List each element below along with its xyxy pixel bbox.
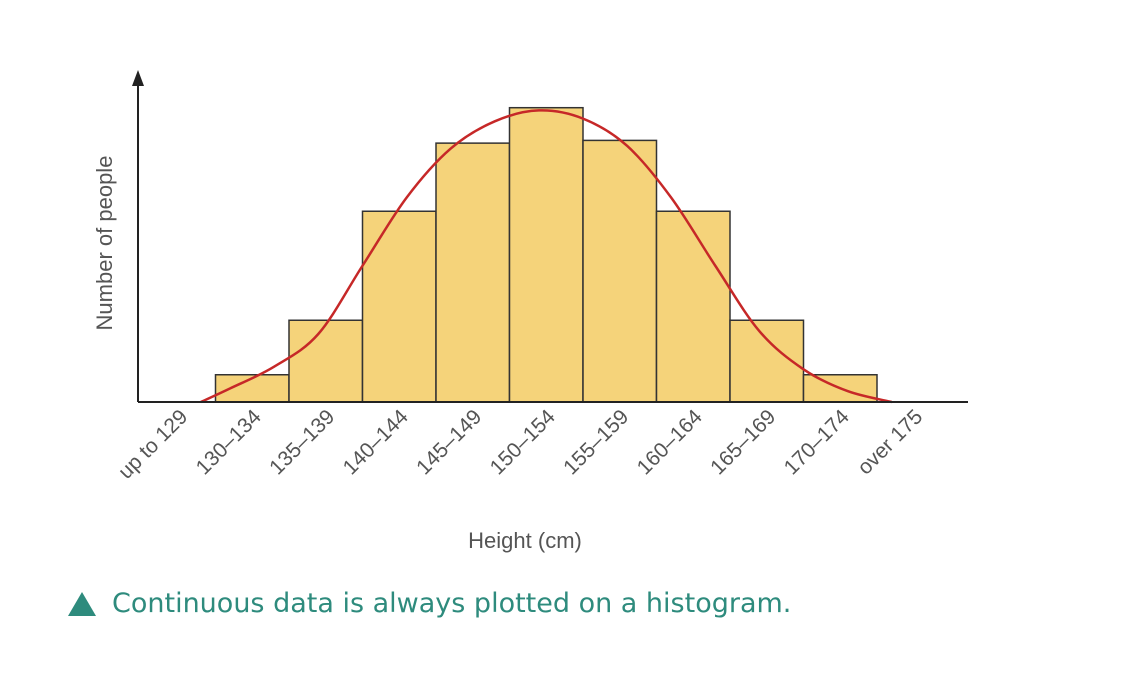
x-axis-title: Height (cm) xyxy=(468,528,582,553)
y-axis-title: Number of people xyxy=(92,156,117,331)
x-tick-label: 170–174 xyxy=(780,405,854,479)
x-tick-label: 160–164 xyxy=(633,405,707,479)
caption: Continuous data is always plotted on a h… xyxy=(68,588,791,619)
x-tick-label: 165–169 xyxy=(706,405,780,479)
bar-2 xyxy=(288,319,364,403)
bar-7 xyxy=(655,210,731,403)
x-tick-label: 130–134 xyxy=(192,405,266,479)
bar-3 xyxy=(361,210,437,403)
x-tick-label: up to 129 xyxy=(114,405,192,483)
caption-text: Continuous data is always plotted on a h… xyxy=(112,588,792,619)
x-tick-label: 135–139 xyxy=(265,405,339,479)
histogram-chart: up to 129 130–134 135–139 140–144 145–149 150… xyxy=(92,70,968,553)
x-tick-label: 150–154 xyxy=(486,405,560,479)
bars-group xyxy=(214,106,878,403)
triangle-icon xyxy=(68,591,96,616)
x-tick-label: 145–149 xyxy=(412,405,486,479)
bar-4 xyxy=(435,142,511,403)
bar-6 xyxy=(582,139,658,403)
x-tick-label: over 175 xyxy=(853,405,927,479)
normal-curve xyxy=(200,109,892,404)
x-tick-label: 155–159 xyxy=(559,405,633,479)
y-axis-arrow-icon xyxy=(132,70,144,86)
x-tick-labels: up to 129 130–134 135–139 140–144 145–149 150… xyxy=(114,405,927,483)
bar-5 xyxy=(508,106,584,403)
x-tick-label: 140–144 xyxy=(339,405,413,479)
